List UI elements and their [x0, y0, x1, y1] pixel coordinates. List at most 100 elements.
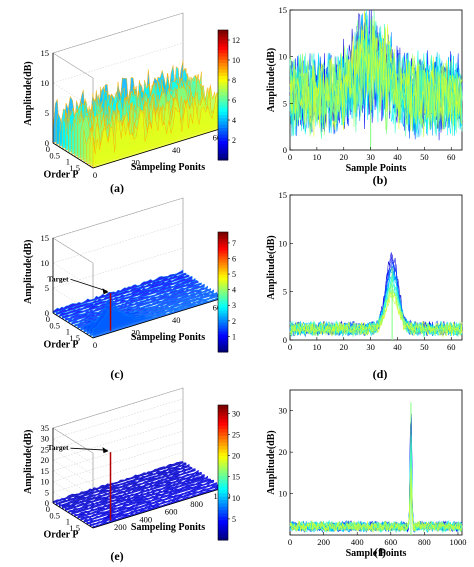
colorbar-step-c: [218, 235, 228, 239]
x-tick-b: 60: [447, 152, 456, 162]
surface-slice-e: [58, 463, 190, 508]
trace-d: [289, 291, 463, 338]
colorbar-step-a: [218, 46, 228, 50]
colorbar-step-e: [218, 533, 228, 538]
surface-slice-c: [68, 279, 199, 323]
colorbar-step-e: [218, 459, 228, 463]
colorbar-step-e: [218, 455, 228, 460]
x-tick-c: 60: [213, 303, 222, 313]
z-tick-c: 5: [45, 283, 49, 293]
colorbar-step-a: [218, 150, 228, 154]
y-axis-c: [52, 312, 94, 339]
colorbar-step-e: [218, 496, 228, 500]
x-tick-f: 800: [418, 537, 431, 547]
z-label-e: Amplitude(dB): [23, 430, 34, 494]
colorbar-step-e: [218, 445, 228, 450]
trace-f: [289, 480, 463, 533]
colorbar-step-c: [218, 334, 228, 338]
grid-z-a: [52, 42, 184, 109]
surface-slice-c: [65, 277, 196, 322]
colorbar-tick-c: 3: [232, 301, 236, 310]
y-tick-a: 1: [66, 157, 70, 167]
colorbar-step-a: [218, 59, 228, 63]
surface-slice-e: [68, 469, 199, 513]
colorbar-frame-e: [217, 404, 229, 541]
z-label-c: Amplitude(dB): [23, 240, 34, 304]
colorbar-step-c: [218, 295, 228, 299]
colorbar-step-e: [218, 536, 228, 541]
grid-z-e: [52, 409, 184, 475]
x-tick-a: 60: [213, 133, 222, 143]
grid-z-c: [52, 222, 184, 289]
caption-b: (b): [373, 173, 388, 187]
surface-slice-c: [61, 275, 193, 320]
x-tick-e: 200: [114, 522, 127, 532]
surface-slice-e: [80, 478, 211, 521]
y-tick-c: 0.5: [49, 320, 60, 330]
surface-slice-e: [55, 462, 187, 506]
colorbar-step-c: [218, 298, 228, 302]
colorbar-step-c: [218, 301, 228, 305]
x-tick-d: 50: [420, 342, 429, 352]
y-tick-b: 15: [279, 5, 288, 15]
colorbar-step-a: [218, 33, 228, 37]
trace-d: [289, 276, 463, 337]
y-axis-e: [52, 502, 94, 529]
colorbar-step-e: [218, 499, 228, 504]
surface-slice-e: [65, 468, 196, 512]
colorbar-step-a: [218, 114, 228, 119]
z-tick-e: 30: [41, 434, 50, 444]
panel-a: 0510151.510.500204060Amplitude(dB)Order …: [23, 12, 240, 195]
z-tick-e: 15: [41, 466, 50, 476]
target-arrow-c: [70, 278, 108, 292]
y-tick-e: 1: [66, 517, 70, 527]
x-tick-b: 0: [288, 152, 292, 162]
colorbar-step-a: [218, 121, 228, 125]
colorbar-step-a: [218, 82, 228, 86]
colorbar-step-a: [218, 124, 228, 128]
y-axis-a: [52, 142, 94, 169]
y-tick-e: 0.5: [49, 510, 60, 520]
colorbar-step-e: [218, 479, 228, 484]
colorbar-step-e: [218, 526, 228, 531]
colorbar-tick-e: 15: [232, 473, 240, 482]
z-tick-a: 15: [41, 48, 50, 58]
colorbar-step-e: [218, 519, 228, 524]
y-tick-c: 1: [66, 327, 70, 337]
x-tick-b: 20: [340, 152, 349, 162]
z-tick-e: 5: [45, 487, 49, 497]
colorbar-tick-a: 2: [232, 136, 236, 145]
colorbar-step-e: [218, 506, 228, 511]
colorbar-step-c: [218, 292, 228, 296]
panel-d: 0 5 10 15 0 10 20 30 40 50 60 Amplitude(dB) (d): [266, 190, 463, 381]
y-tick-e: 1.5: [69, 523, 80, 533]
z-tick-e: 20: [41, 455, 50, 465]
grid-z-e: [52, 387, 184, 454]
colorbar-step-c: [218, 325, 228, 329]
colorbar-step-a: [218, 62, 228, 67]
colorbar-step-c: [218, 343, 228, 347]
colorbar-step-c: [218, 349, 228, 353]
colorbar-step-e: [218, 516, 228, 521]
colorbar-step-e: [218, 448, 228, 453]
colorbar-tick-e: 5: [232, 515, 236, 524]
caption-c: (c): [110, 367, 123, 381]
y-tick-d: 15: [279, 190, 288, 200]
x-tick-c: 20: [131, 328, 140, 338]
panel-f: 10 20 30 0 200 400 600 800 1000 Amplitude(dB) Samp…: [266, 389, 466, 559]
colorbar-step-a: [218, 101, 228, 106]
colorbar-step-e: [218, 418, 228, 423]
x-tick-c: 40: [172, 315, 181, 325]
panel-e: 051015202530351.510.502004006008001000Am…: [23, 387, 240, 563]
colorbar-step-e: [218, 425, 228, 430]
colorbar-step-c: [218, 265, 228, 269]
z-tick-e: 10: [41, 477, 50, 487]
x-label-a: Sampeling Ponits: [131, 162, 205, 173]
colorbar-step-c: [218, 319, 228, 323]
x-tick-a: 0: [93, 170, 97, 180]
trace-f: [289, 470, 463, 533]
colorbar-step-e: [218, 475, 228, 480]
surface-slice-e: [52, 461, 184, 504]
colorbar-step-e: [218, 486, 228, 490]
